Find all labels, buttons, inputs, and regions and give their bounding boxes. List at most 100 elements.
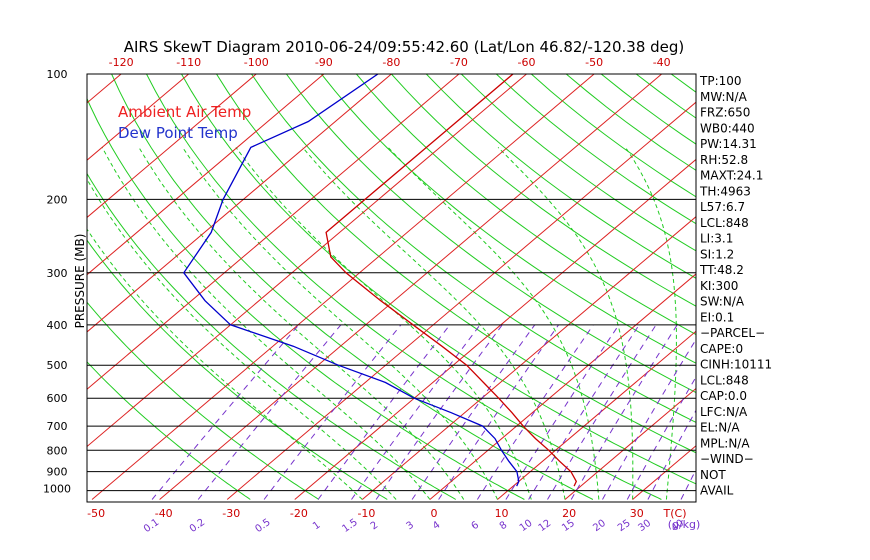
index-item: NOT [700, 468, 726, 482]
index-item: −PARCEL− [700, 326, 765, 340]
index-item: KI:300 [700, 279, 738, 293]
isotherm [497, 330, 696, 500]
isotherm [564, 387, 696, 500]
index-item: CAPE:0 [700, 342, 743, 356]
index-item: TT:48.2 [699, 263, 744, 277]
isotherm [87, 74, 122, 104]
pressure-tick-label: 100 [47, 68, 68, 81]
mixing-ratio-line [263, 324, 402, 500]
index-item: LFC:N/A [700, 405, 748, 419]
index-item: CINH:10111 [700, 358, 772, 372]
bottom-temp-tick-label: -40 [155, 507, 173, 520]
bottom-temp-tick-label: -10 [357, 507, 375, 520]
dry-adiabat [391, 74, 696, 307]
top-temp-tick-label: -110 [176, 56, 201, 69]
index-item: PW:14.31 [700, 137, 757, 151]
dry-adiabat [87, 97, 525, 500]
mixing-ratio-label: 20 [591, 518, 608, 534]
dry-adiabat [495, 74, 696, 225]
index-item: WB0:440 [700, 121, 755, 135]
pressure-tick-label: 700 [47, 420, 68, 433]
isotherm [835, 74, 870, 499]
pressure-tick-label: 300 [47, 267, 68, 280]
isotherm [361, 216, 696, 500]
dry-adiabat [425, 74, 696, 279]
top-temp-tick-label: -80 [382, 56, 400, 69]
index-item: MPL:N/A [700, 436, 750, 450]
index-item: L57:6.7 [700, 200, 745, 214]
moist-adiabat [235, 147, 532, 500]
top-temp-tick-label: -40 [653, 56, 671, 69]
dry-adiabat [251, 74, 696, 423]
moist-adiabat [138, 147, 465, 500]
mixing-ratio-label: 12 [537, 518, 554, 534]
top-temp-tick-label: -90 [315, 56, 333, 69]
moist-adiabat [302, 147, 566, 500]
legend: Ambient Air Temp Dew Point Temp [118, 103, 251, 142]
mixing-ratio-line [317, 324, 451, 500]
pressure-tick-label: 600 [47, 392, 68, 405]
mixing-ratio-label: 1 [311, 520, 323, 533]
mixing-ratio-line [570, 324, 678, 500]
mixing-ratio-label: 25 [616, 518, 633, 534]
mixing-ratio-label: 6 [469, 520, 481, 533]
mixing-ratio-label: 0.5 [253, 517, 272, 535]
dry-adiabat [776, 74, 870, 500]
isotherm [226, 101, 696, 500]
isotherm [429, 273, 696, 500]
index-item: EI:0.1 [700, 310, 734, 324]
moist-adiabat [625, 147, 677, 500]
bottom-temp-tick-label: 30 [630, 507, 644, 520]
mixing-ratio-label: 10 [518, 518, 535, 534]
mixing-ratio-label: 2 [369, 520, 381, 533]
mixing-ratio-label: 3 [405, 520, 417, 533]
top-temp-tick-label: -50 [585, 56, 603, 69]
dry-adiabat [811, 74, 870, 500]
index-item: LCL:848 [700, 373, 749, 387]
isotherm [91, 74, 595, 500]
moist-adiabat [101, 147, 431, 500]
top-temp-tick-label: -120 [109, 56, 134, 69]
dry-adiabat [285, 74, 696, 394]
mixing-ratio-line [547, 324, 657, 500]
temperature-profile [325, 74, 578, 487]
mixing-ratio-line [351, 324, 481, 500]
index-item: SW:N/A [700, 295, 745, 309]
top-temp-tick-label: -100 [244, 56, 269, 69]
index-item: FRZ:650 [700, 106, 750, 120]
mixing-ratio-label: 0.2 [188, 517, 207, 535]
index-item: SI:1.2 [700, 247, 734, 261]
chart-title: AIRS SkewT Diagram 2010-06-24/09:55:42.6… [124, 38, 685, 56]
plot-frame [86, 73, 697, 503]
bottom-temp-tick-label: 10 [495, 507, 509, 520]
isotherm [294, 158, 696, 500]
mixing-ratio-line [476, 324, 594, 500]
isotherm [159, 74, 662, 500]
moist-adiabat [497, 147, 634, 500]
isotherm [87, 74, 257, 219]
index-item: MAXT:24.1 [700, 169, 763, 183]
index-item: EL:N/A [700, 421, 740, 435]
mixing-ratio-line [411, 324, 536, 500]
isotherm [87, 74, 325, 276]
bottom-temp-tick-label: -20 [290, 507, 308, 520]
dewpoint-profile [183, 74, 520, 487]
index-item: RH:52.8 [700, 153, 748, 167]
bottom-temp-tick-label: 0 [431, 507, 438, 520]
isotherm [87, 74, 527, 448]
mixing-ratio-label: 8 [498, 520, 510, 533]
index-item: TH:4963 [699, 184, 751, 198]
index-item: −WIND− [700, 452, 754, 466]
mixing-ratio-line [505, 324, 620, 500]
dry-adiabat [87, 301, 320, 500]
moist-adiabat [87, 178, 397, 500]
isotherm [0, 74, 54, 499]
pressure-tick-label: 200 [47, 193, 68, 206]
dry-adiabat [741, 74, 870, 500]
pressure-tick-label: 500 [47, 359, 68, 372]
index-item: AVAIL [700, 484, 734, 498]
index-item: LCL:848 [700, 216, 749, 230]
mixing-ratio-line [375, 324, 503, 500]
